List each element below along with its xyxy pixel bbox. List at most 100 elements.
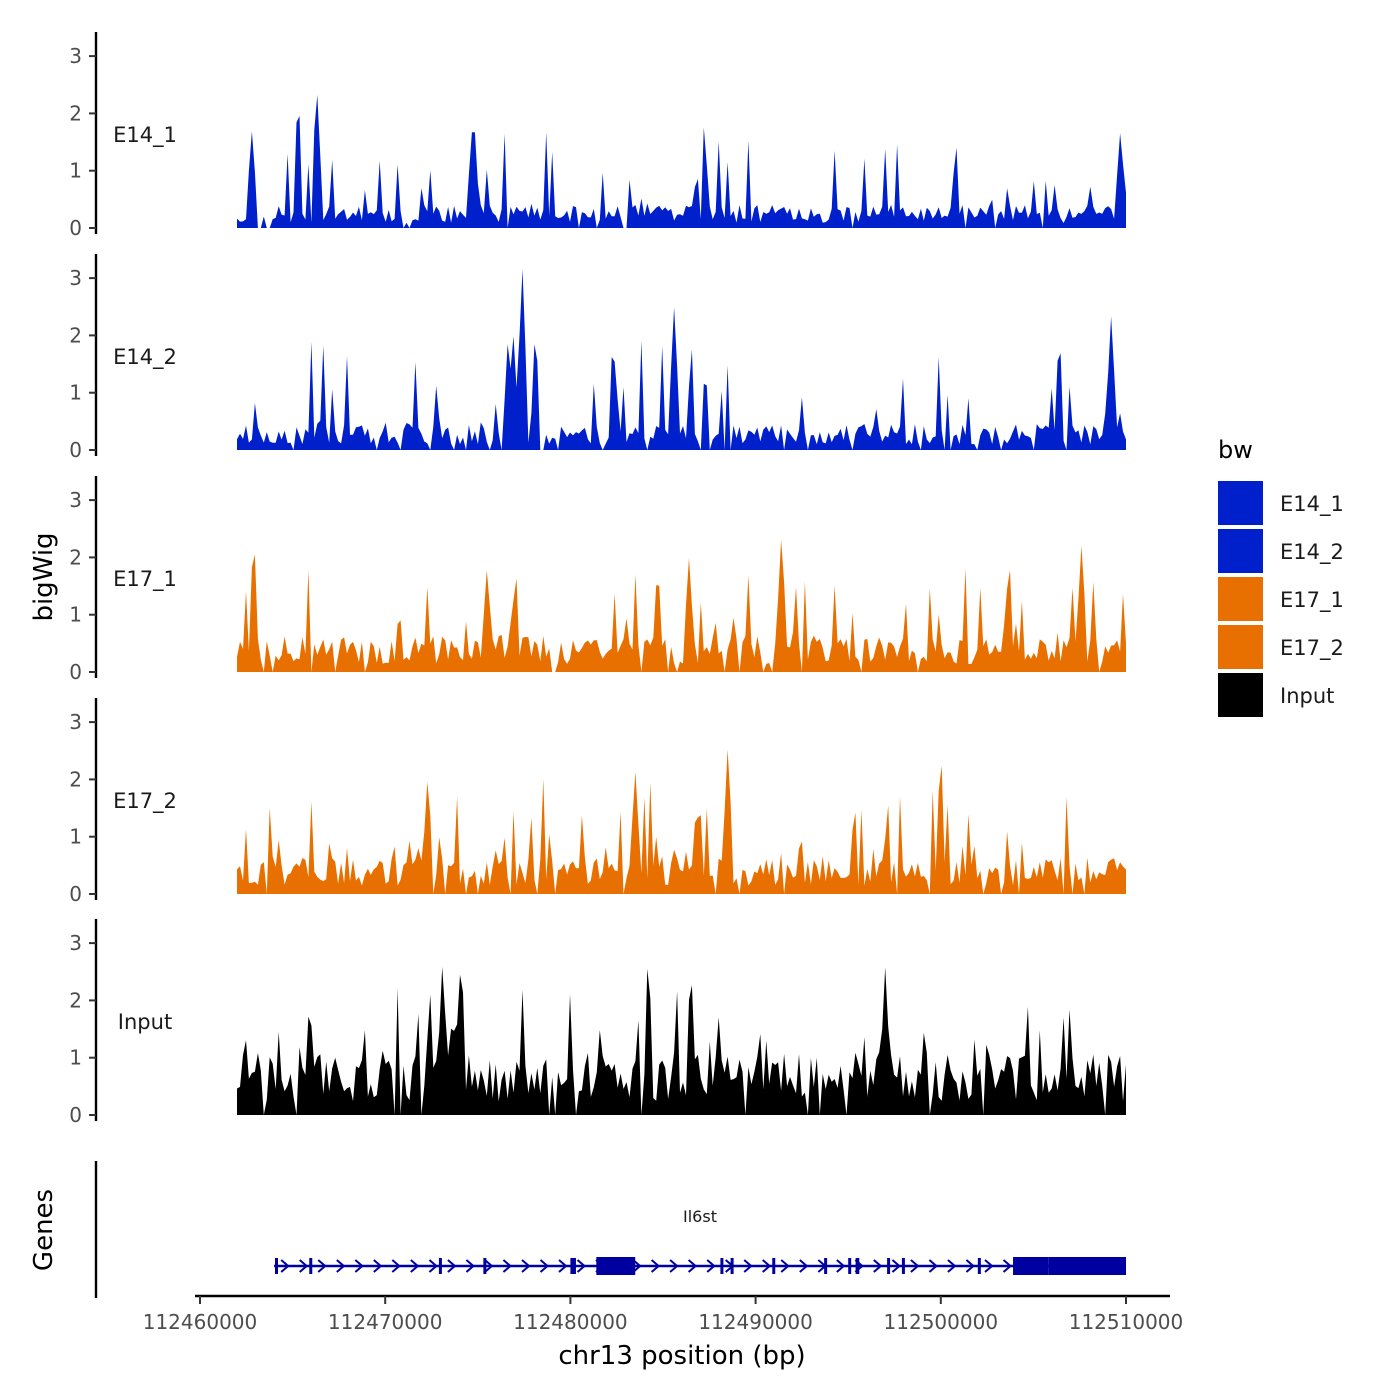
legend-swatch	[1218, 577, 1263, 621]
gene-track-title: Genes	[29, 1189, 59, 1271]
gene-exon	[977, 1258, 981, 1274]
gene-exon	[1048, 1257, 1126, 1275]
strand-arrow	[484, 1259, 494, 1273]
y-tick-label: 0	[69, 216, 82, 240]
signal-area-e17-2	[237, 749, 1126, 894]
strand-arrow	[984, 1259, 994, 1273]
gene-track: Il6st Genes	[29, 1161, 1126, 1298]
y-tick-label: 3	[69, 931, 82, 955]
y-tick-label: 3	[69, 44, 82, 68]
legend-label: Input	[1280, 684, 1334, 708]
x-tick-label: 112460000	[143, 1310, 258, 1334]
legend-label: E14_1	[1280, 492, 1344, 517]
strand-arrow	[558, 1259, 568, 1273]
signal-area-e14-1	[237, 94, 1126, 229]
strand-arrow	[965, 1259, 975, 1273]
x-axis: 112460000 112470000 112480000 112490000 1125…	[143, 1294, 1184, 1371]
strand-arrow	[391, 1259, 401, 1273]
track-label: E14_2	[113, 345, 177, 370]
x-tick-label: 112490000	[698, 1310, 813, 1334]
y-tick-label: 2	[69, 101, 82, 125]
legend-swatch	[1218, 673, 1263, 717]
y-tick-label: 3	[69, 266, 82, 290]
legend-label: E14_2	[1280, 540, 1344, 565]
track-e17-2: 0 1 2 3 E17_2	[69, 698, 1126, 906]
strand-arrow	[706, 1259, 716, 1273]
y-axis-title: bigWig	[29, 532, 59, 621]
gene-exon	[1013, 1257, 1049, 1275]
track-e14-2: 0 1 2 3 E14_2	[69, 254, 1126, 462]
legend-swatch	[1218, 481, 1263, 525]
x-tick-label: 112480000	[513, 1310, 628, 1334]
x-tick-label: 112510000	[1069, 1310, 1184, 1334]
y-tick-label: 2	[69, 323, 82, 347]
y-tick-label: 2	[69, 545, 82, 569]
strand-arrow	[650, 1259, 661, 1273]
y-tick-label: 1	[69, 159, 82, 183]
strand-arrow	[373, 1259, 383, 1273]
legend-swatch	[1218, 529, 1263, 573]
strand-arrow	[836, 1259, 846, 1273]
gene-exon	[596, 1257, 636, 1275]
y-tick-label: 1	[69, 381, 82, 405]
track-e17-1: 0 1 2 3 E17_1	[69, 476, 1126, 684]
gene-exon	[720, 1258, 724, 1274]
y-tick-label: 1	[69, 1046, 82, 1070]
legend-swatch	[1218, 625, 1263, 669]
strand-arrow	[539, 1259, 550, 1273]
legend-title: bw	[1218, 436, 1253, 464]
track-e14-1: 0 1 2 3 E14_1	[69, 32, 1126, 240]
gene-exon	[275, 1258, 279, 1274]
y-tick-label: 0	[69, 1103, 82, 1127]
strand-arrow	[354, 1259, 364, 1273]
strand-arrow	[780, 1259, 790, 1273]
strand-arrow	[910, 1259, 920, 1273]
legend-label: E17_1	[1280, 588, 1344, 613]
y-tick-label: 2	[69, 988, 82, 1012]
strand-arrow	[891, 1259, 901, 1273]
strand-arrow	[762, 1259, 772, 1273]
strand-arrow	[669, 1259, 679, 1273]
gene-exon	[570, 1258, 576, 1274]
gene-exon	[730, 1258, 734, 1274]
bigwig-tracks: 0 1 2 3 E14_1 0 1 2 3 E14_2 0 1 2 3 E17_1 0 1 2 3 E17_2 0 1 2 3…	[69, 32, 1126, 1127]
strand-arrow	[428, 1259, 438, 1273]
y-tick-label: 1	[69, 603, 82, 627]
strand-arrow	[502, 1259, 512, 1273]
gene-exon	[772, 1258, 776, 1274]
strand-arrow	[632, 1259, 642, 1273]
strand-arrow	[947, 1259, 957, 1273]
signal-area-e17-1	[237, 539, 1126, 672]
strand-arrow	[280, 1259, 290, 1273]
y-tick-label: 3	[69, 710, 82, 734]
strand-arrow	[873, 1259, 883, 1273]
y-tick-label: 0	[69, 882, 82, 906]
strand-arrow	[521, 1259, 531, 1273]
gene-exon	[887, 1258, 891, 1274]
x-axis-title: chr13 position (bp)	[558, 1341, 805, 1371]
x-tick-label: 112500000	[884, 1310, 999, 1334]
strand-arrow	[743, 1259, 753, 1273]
signal-area-input	[237, 966, 1126, 1115]
gene-exon	[855, 1258, 860, 1274]
gene-exon	[848, 1258, 852, 1274]
gene-exon	[824, 1258, 828, 1274]
strand-arrow	[928, 1259, 938, 1273]
x-axis-ticks: 112460000 112470000 112480000 112490000 1125…	[143, 1296, 1184, 1334]
strand-arrow	[799, 1259, 809, 1273]
strand-arrow	[299, 1259, 309, 1273]
strand-arrow	[687, 1259, 698, 1273]
gene-exon	[438, 1258, 442, 1274]
track-input: 0 1 2 3 Input	[69, 919, 1126, 1127]
strand-arrow	[576, 1259, 587, 1273]
y-tick-label: 0	[69, 660, 82, 684]
gene-exon	[901, 1258, 905, 1274]
y-tick-label: 0	[69, 438, 82, 462]
gene-name-label: Il6st	[683, 1207, 717, 1226]
legend-items: E14_1 E14_2 E17_1 E17_2 Input	[1218, 481, 1344, 717]
y-tick-label: 1	[69, 825, 82, 849]
strand-arrow	[447, 1259, 457, 1273]
gene-model	[274, 1257, 1126, 1275]
legend-label: E17_2	[1280, 636, 1344, 661]
